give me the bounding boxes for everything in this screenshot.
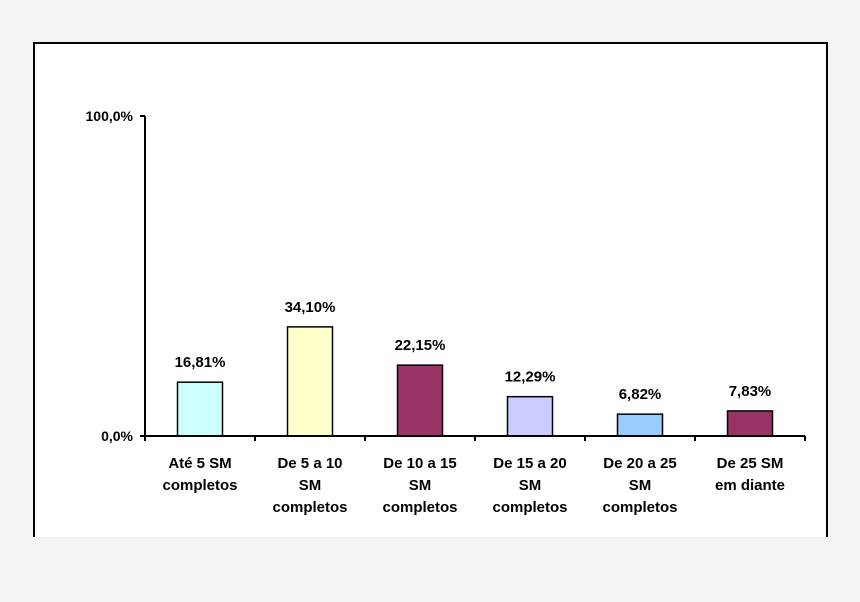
y-tick-label-1: 100,0% bbox=[86, 108, 134, 124]
category-label-3: De 15 a 20 SM completos bbox=[492, 455, 567, 516]
category-label-0-line-0: Até 5 SM bbox=[168, 455, 231, 472]
plot-area bbox=[145, 116, 805, 436]
data-label-0: 16,81% bbox=[175, 354, 226, 371]
data-label-5: 7,83% bbox=[729, 383, 772, 400]
category-label-5-line-0: De 25 SM bbox=[717, 455, 784, 472]
category-label-5-line-1: em diante bbox=[715, 477, 785, 494]
category-label-5: De 25 SM em diante bbox=[715, 455, 785, 494]
bar-1 bbox=[286, 326, 334, 437]
bar-2 bbox=[396, 364, 444, 437]
category-label-0: Até 5 SM completos bbox=[162, 455, 237, 494]
category-label-1-line-1: SM bbox=[299, 477, 322, 494]
category-label-4-line-0: De 20 a 25 bbox=[603, 455, 676, 472]
category-label-1-line-2: completos bbox=[272, 499, 347, 516]
category-label-0-line-1: completos bbox=[162, 477, 237, 494]
category-label-2: De 10 a 15 SM completos bbox=[382, 455, 457, 516]
data-label-3: 12,29% bbox=[505, 369, 556, 386]
bar-0 bbox=[176, 381, 224, 437]
bar-5 bbox=[726, 410, 774, 437]
category-label-3-line-2: completos bbox=[492, 499, 567, 516]
y-tick-label-0: 0,0% bbox=[101, 428, 133, 444]
data-label-1: 34,10% bbox=[285, 299, 336, 316]
data-label-2: 22,15% bbox=[395, 337, 446, 354]
bar-3 bbox=[506, 395, 554, 437]
category-label-3-line-0: De 15 a 20 bbox=[493, 455, 566, 472]
category-label-4: De 20 a 25 SM completos bbox=[602, 455, 677, 516]
data-label-4: 6,82% bbox=[619, 386, 662, 403]
category-label-4-line-1: SM bbox=[629, 477, 652, 494]
category-label-3-line-1: SM bbox=[519, 477, 542, 494]
category-label-4-line-2: completos bbox=[602, 499, 677, 516]
category-label-1-line-0: De 5 a 10 bbox=[277, 455, 342, 472]
bar-4 bbox=[616, 413, 664, 437]
category-label-2-line-2: completos bbox=[382, 499, 457, 516]
category-label-1: De 5 a 10 SM completos bbox=[272, 455, 347, 516]
category-label-2-line-0: De 10 a 15 bbox=[383, 455, 456, 472]
category-label-2-line-1: SM bbox=[409, 477, 432, 494]
